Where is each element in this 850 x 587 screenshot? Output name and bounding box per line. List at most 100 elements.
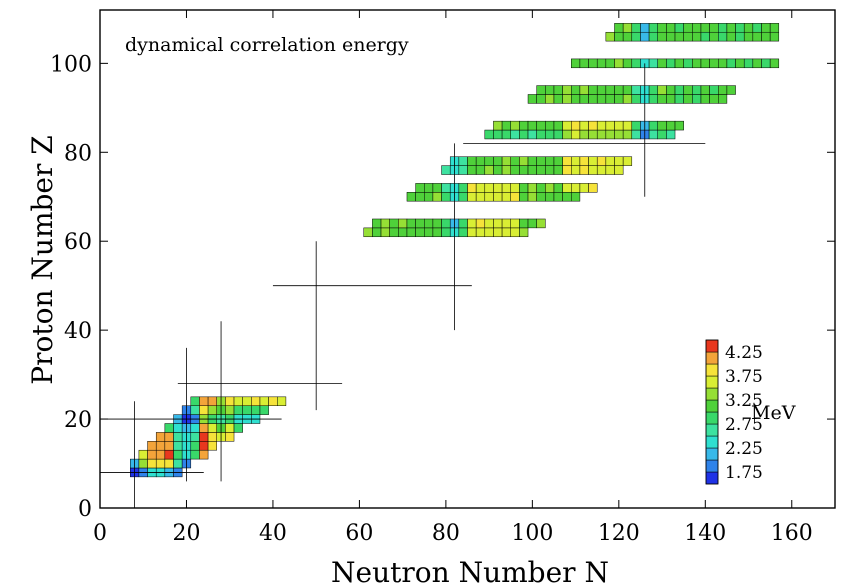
heatmap-cell xyxy=(752,31,762,42)
heatmap-cell xyxy=(510,120,520,131)
heatmap-cell xyxy=(614,165,624,175)
heatmap-cell xyxy=(155,458,166,469)
heatmap-cell xyxy=(173,449,183,460)
heatmap-cell xyxy=(596,129,607,140)
heatmap-cell xyxy=(571,120,581,131)
colorbar-swatch xyxy=(705,459,719,473)
heatmap-cell xyxy=(579,94,589,104)
heatmap-cell xyxy=(389,218,399,229)
heatmap-cell xyxy=(190,405,200,415)
colorbar-frame xyxy=(705,339,719,485)
heatmap-cell xyxy=(406,227,416,238)
heatmap-cell xyxy=(605,165,615,175)
heatmap-cell xyxy=(406,218,416,229)
heatmap-cell xyxy=(510,156,520,166)
heatmap-cell xyxy=(519,129,529,140)
heatmap-cell xyxy=(242,405,252,415)
heatmap-cell xyxy=(605,129,615,140)
x-tick-label: 80 xyxy=(432,521,460,546)
heatmap-cell xyxy=(648,85,658,95)
heatmap-cell xyxy=(415,218,425,229)
heatmap-cell xyxy=(735,31,745,42)
heatmap-cell xyxy=(527,156,537,166)
heatmap-cell xyxy=(648,94,658,104)
heatmap-cell xyxy=(605,31,615,42)
heatmap-cell xyxy=(657,58,667,69)
heatmap-cell xyxy=(147,441,157,451)
heatmap-cell xyxy=(432,192,442,202)
heatmap-cell xyxy=(510,165,520,175)
heatmap-cell xyxy=(519,183,529,193)
heatmap-cell xyxy=(242,396,252,406)
heatmap-cell xyxy=(536,183,546,193)
heatmap-cell xyxy=(190,441,200,451)
heatmap-cell xyxy=(536,165,546,175)
heatmap-cell xyxy=(536,94,546,104)
heatmap-cell xyxy=(510,183,520,193)
heatmap-cell xyxy=(726,31,736,42)
heatmap-cell xyxy=(173,432,183,442)
colorbar-swatch xyxy=(705,447,719,461)
heatmap-cell xyxy=(562,129,572,140)
heatmap-cell xyxy=(155,441,166,451)
heatmap-cell xyxy=(718,31,728,42)
x-axis-title: Neutron Number N xyxy=(331,556,609,587)
heatmap-cell xyxy=(588,165,598,175)
heatmap-cell xyxy=(458,183,468,193)
heatmap-cell xyxy=(596,120,607,131)
heatmap-cell xyxy=(536,156,546,166)
chart-annotation: dynamical correlation energy xyxy=(125,34,409,56)
heatmap-cell xyxy=(398,227,408,238)
heatmap-cell xyxy=(138,449,148,460)
heatmap-cell xyxy=(571,58,581,69)
heatmap-cell xyxy=(415,183,425,193)
heatmap-cell xyxy=(475,156,486,166)
heatmap-cell xyxy=(622,31,633,42)
heatmap-cell xyxy=(588,58,598,69)
colorbar-label: 4.25 xyxy=(725,343,763,363)
heatmap-cell xyxy=(614,156,624,166)
heatmap-cell xyxy=(372,218,382,229)
heatmap-cell xyxy=(631,58,641,69)
heatmap-cell xyxy=(467,183,477,193)
colorbar-label: 2.25 xyxy=(725,439,763,459)
colorbar-label: 1.75 xyxy=(725,463,763,483)
heatmap-cell xyxy=(380,227,390,238)
heatmap-cell xyxy=(190,423,200,433)
heatmap-cell xyxy=(372,227,382,238)
heatmap-cell xyxy=(562,156,572,166)
heatmap-cell xyxy=(571,156,581,166)
heatmap-cell xyxy=(467,165,477,175)
heatmap-cell xyxy=(199,432,209,442)
heatmap-cell xyxy=(190,449,200,460)
x-tick-label: 20 xyxy=(172,521,200,546)
heatmap-cell xyxy=(631,31,641,42)
heatmap-cell xyxy=(380,218,390,229)
heatmap-cell xyxy=(493,227,503,238)
heatmap-cell xyxy=(562,192,572,202)
heatmap-cell xyxy=(692,31,702,42)
heatmap-cell xyxy=(424,192,434,202)
heatmap-cell xyxy=(692,58,702,69)
heatmap-cell xyxy=(424,227,434,238)
colorbar-label: 2.75 xyxy=(725,415,763,435)
heatmap-cell xyxy=(493,156,503,166)
heatmap-cell xyxy=(553,156,563,166)
heatmap-cell xyxy=(657,94,667,104)
heatmap-cell xyxy=(614,58,624,69)
heatmap-cell xyxy=(251,396,261,406)
heatmap-cell xyxy=(571,192,581,202)
heatmap-cell xyxy=(596,94,607,104)
heatmap-cell xyxy=(545,94,555,104)
heatmap-cell xyxy=(553,192,563,202)
heatmap-cell xyxy=(501,192,511,202)
heatmap-cell xyxy=(700,85,710,95)
heatmap-cell xyxy=(588,183,598,193)
heatmap-cell xyxy=(493,192,503,202)
heatmap-cell xyxy=(553,165,563,175)
x-tick-label: 0 xyxy=(93,521,107,546)
heatmap-cell xyxy=(164,449,174,460)
heatmap-cell xyxy=(519,120,529,131)
heatmap-cell xyxy=(432,218,442,229)
